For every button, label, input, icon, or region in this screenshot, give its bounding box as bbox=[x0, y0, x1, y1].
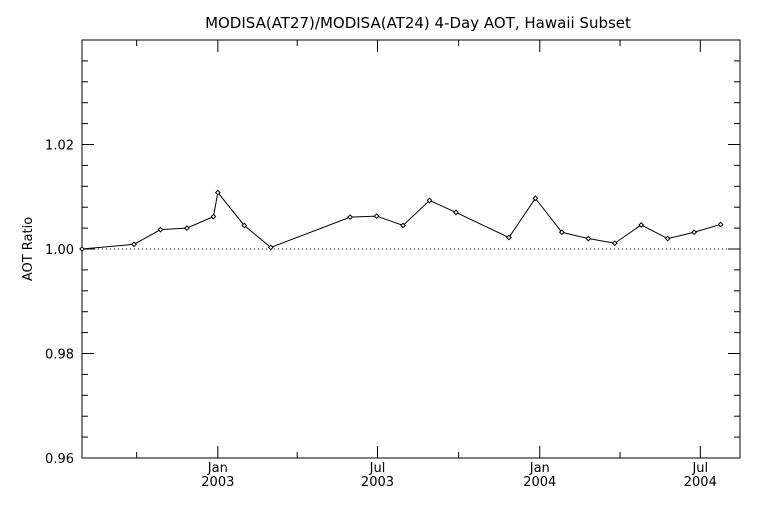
data-point bbox=[558, 229, 565, 236]
x-tick-label-year: 2003 bbox=[201, 475, 234, 490]
data-point bbox=[347, 214, 354, 221]
y-tick-label: 0.98 bbox=[45, 348, 74, 363]
series-line bbox=[81, 191, 721, 250]
y-axis-title: AOT Ratio bbox=[21, 217, 36, 281]
data-point bbox=[717, 221, 724, 228]
data-point bbox=[691, 229, 698, 236]
data-point bbox=[638, 222, 645, 228]
x-tick-label-month: Jul bbox=[369, 461, 386, 476]
y-tick-label: 0.96 bbox=[45, 452, 74, 467]
data-point bbox=[214, 189, 221, 196]
x-tick-label-month: Jan bbox=[529, 461, 550, 476]
data-point bbox=[184, 225, 190, 232]
data-point bbox=[453, 209, 459, 216]
data-point bbox=[400, 222, 406, 229]
y-tick-label: 1.02 bbox=[45, 139, 74, 154]
x-tick-label-month: Jan bbox=[207, 461, 228, 476]
data-point bbox=[131, 241, 137, 248]
data-point bbox=[585, 235, 592, 242]
data-point bbox=[79, 246, 85, 252]
data-point bbox=[611, 240, 618, 247]
x-tick-label-year: 2004 bbox=[523, 475, 556, 490]
x-tick-label-year: 2003 bbox=[361, 475, 394, 490]
data-point bbox=[426, 197, 433, 204]
data-point bbox=[532, 195, 539, 202]
x-tick-label-year: 2004 bbox=[684, 475, 717, 490]
y-axis-ticks: 0.96 0.98 1.00 1.02 bbox=[45, 39, 740, 467]
data-point bbox=[210, 213, 217, 220]
data-point bbox=[505, 234, 512, 241]
x-tick-label-month: Jul bbox=[691, 461, 708, 476]
y-tick-label: 1.00 bbox=[45, 243, 74, 258]
chart-title: MODISA(AT27)/MODISA(AT24) 4-Day AOT, Haw… bbox=[205, 14, 631, 32]
points-layer bbox=[79, 189, 724, 252]
data-point bbox=[373, 213, 380, 219]
data-point bbox=[267, 244, 274, 251]
data-point bbox=[664, 235, 671, 242]
series-layer bbox=[81, 191, 721, 250]
data-point bbox=[157, 226, 164, 233]
data-point bbox=[241, 222, 248, 229]
